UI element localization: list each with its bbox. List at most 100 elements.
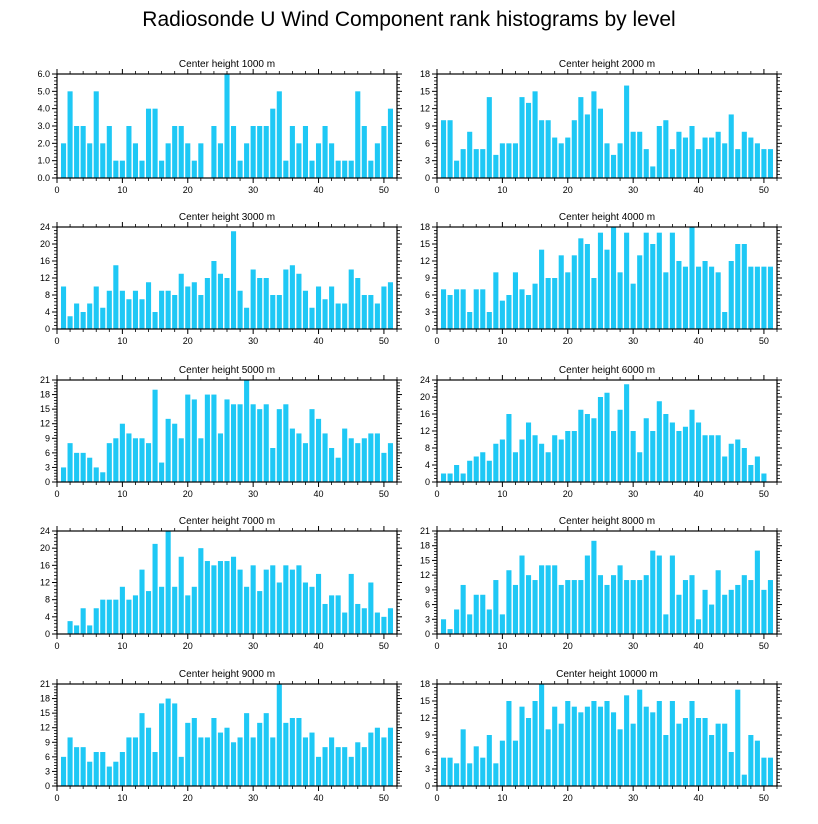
histogram-bar <box>539 565 545 634</box>
histogram-bar <box>387 282 394 329</box>
histogram-bar <box>486 735 492 786</box>
histogram-bar <box>617 565 623 634</box>
histogram-bar <box>532 701 538 786</box>
histogram-bar <box>676 723 682 786</box>
histogram-bar <box>473 456 479 482</box>
y-tick-label: 0 <box>45 781 50 791</box>
histogram-bar <box>244 380 250 482</box>
histogram-bar <box>709 604 715 634</box>
histogram-bar <box>224 727 230 786</box>
histogram-bar <box>473 746 479 786</box>
histogram-bar <box>244 586 250 634</box>
histogram-bar <box>224 561 230 634</box>
histogram-bar <box>519 97 525 178</box>
x-tick-label: 50 <box>379 793 389 803</box>
histogram-bar <box>217 561 224 634</box>
y-tick-label: 0 <box>425 477 430 487</box>
y-tick-label: 20 <box>420 392 430 402</box>
histogram-bar <box>460 729 466 786</box>
x-tick-label: 10 <box>117 336 127 346</box>
histogram-bar <box>682 137 689 178</box>
histogram-bar <box>100 143 106 178</box>
histogram-bar <box>355 742 361 786</box>
histogram-bar <box>735 149 741 178</box>
histogram-bar <box>244 143 250 178</box>
main-title: Radiosonde U Wind Component rank histogr… <box>142 8 676 31</box>
histogram-bar <box>159 703 165 786</box>
histogram-bar <box>578 580 584 634</box>
y-tick-label: 6 <box>425 600 430 610</box>
histogram-bar <box>735 584 741 634</box>
histogram-bar <box>230 404 237 482</box>
histogram-bar <box>361 295 367 329</box>
histogram-bar <box>440 289 447 329</box>
y-tick-label: 2.0 <box>37 138 50 148</box>
histogram-bar <box>191 160 197 178</box>
histogram-bar <box>145 443 152 482</box>
histogram-bar <box>709 266 715 329</box>
histogram-bar <box>467 312 473 329</box>
histogram-bar <box>578 97 584 178</box>
histogram-bar <box>67 737 73 786</box>
histogram-bar <box>132 290 139 329</box>
histogram-bar <box>519 555 525 634</box>
y-tick-label: 9 <box>425 273 430 283</box>
histogram-panel: Center height 3000 m 0 4 8 12 16 20 24 0 10 20 30 40… <box>40 212 402 346</box>
histogram-bar <box>735 439 741 482</box>
histogram-bar <box>767 149 774 178</box>
panel-title: Center height 8000 m <box>559 516 655 527</box>
histogram-bar <box>309 307 315 329</box>
histogram-bar <box>329 286 335 329</box>
y-tick-label: 3 <box>425 614 430 624</box>
histogram-bar <box>139 713 145 786</box>
x-tick-label: 30 <box>248 793 258 803</box>
histogram-bar <box>60 143 67 178</box>
histogram-bar <box>283 565 289 634</box>
x-tick-label: 20 <box>183 336 193 346</box>
histogram-bar <box>230 742 237 786</box>
histogram-bar <box>741 448 747 482</box>
histogram-bar <box>669 232 675 329</box>
x-tick-label: 50 <box>759 185 769 195</box>
histogram-bar <box>106 599 112 634</box>
histogram-panel: Center height 4000 m 0 3 6 9 12 15 18 0 10 20 30 40 5… <box>420 212 782 346</box>
histogram-bar <box>650 431 656 482</box>
histogram-panel: Center height 10000 m 0 3 6 9 12 15 18 0 10 20 30 40… <box>420 669 782 803</box>
histogram-bar <box>270 448 276 482</box>
histogram-bar <box>381 737 387 786</box>
histogram-bar <box>447 757 453 786</box>
histogram-bar <box>473 594 479 634</box>
histogram-bar <box>532 580 538 634</box>
histogram-bar <box>198 438 204 482</box>
histogram-bar <box>381 286 387 329</box>
histogram-bar <box>493 580 499 634</box>
histogram-bar <box>250 737 256 786</box>
panel-title: Center height 1000 m <box>179 59 275 70</box>
histogram-bar <box>604 701 610 786</box>
histogram-bar <box>87 457 93 482</box>
histogram-bar <box>565 580 571 634</box>
y-tick-label: 8 <box>425 443 430 453</box>
y-tick-label: 3.0 <box>37 121 50 131</box>
histogram-bar <box>74 747 80 786</box>
y-tick-label: 18 <box>420 222 430 232</box>
histogram-bar <box>558 584 564 634</box>
histogram-bar <box>722 143 728 178</box>
histogram-bar <box>257 591 263 634</box>
histogram-bar <box>283 722 289 786</box>
histogram-bar <box>682 580 689 634</box>
histogram-bar <box>217 732 224 786</box>
histogram-bar <box>663 414 669 482</box>
histogram-bar <box>499 614 505 634</box>
histogram-bar <box>584 555 590 634</box>
histogram-bar <box>145 727 152 786</box>
histogram-bar <box>656 126 662 178</box>
histogram-panel: Center height 6000 m 0 4 8 12 16 20 24 0 10 20 30 40… <box>420 365 782 499</box>
y-tick-label: 21 <box>40 679 50 689</box>
x-tick-label: 10 <box>117 185 127 195</box>
histogram-bar <box>80 312 86 329</box>
histogram-bar <box>669 701 675 786</box>
histogram-bar <box>224 278 230 329</box>
histogram-bar <box>335 595 341 634</box>
